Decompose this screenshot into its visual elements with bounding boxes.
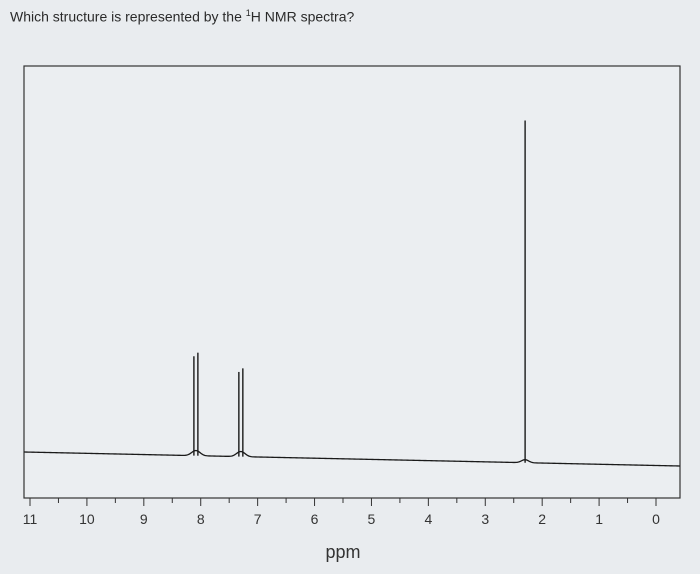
spectrum-peaks [193, 120, 526, 463]
x-tick-label: 10 [79, 511, 95, 527]
x-tick-label: 1 [595, 511, 603, 527]
spectrum-trace [23, 449, 681, 467]
x-tick-label: 11 [23, 511, 38, 527]
x-tick-label: 6 [311, 511, 319, 527]
x-tick-label: 3 [481, 511, 489, 527]
x-tick-label: 5 [368, 511, 376, 527]
x-tick-label: 8 [197, 511, 205, 527]
x-tick-label: 0 [652, 511, 660, 527]
question-text: Which structure is represented by the 1H… [10, 8, 355, 25]
x-axis-ticks: 11 10 9 8 7 6 5 4 3 2 1 0 [23, 498, 660, 527]
x-tick-label: 9 [140, 511, 148, 527]
x-axis-label: ppm [325, 542, 360, 562]
plot-area [23, 65, 681, 499]
x-tick-label: 2 [538, 511, 546, 527]
x-tick-label: 4 [424, 511, 432, 527]
x-tick-label: 7 [254, 511, 262, 527]
